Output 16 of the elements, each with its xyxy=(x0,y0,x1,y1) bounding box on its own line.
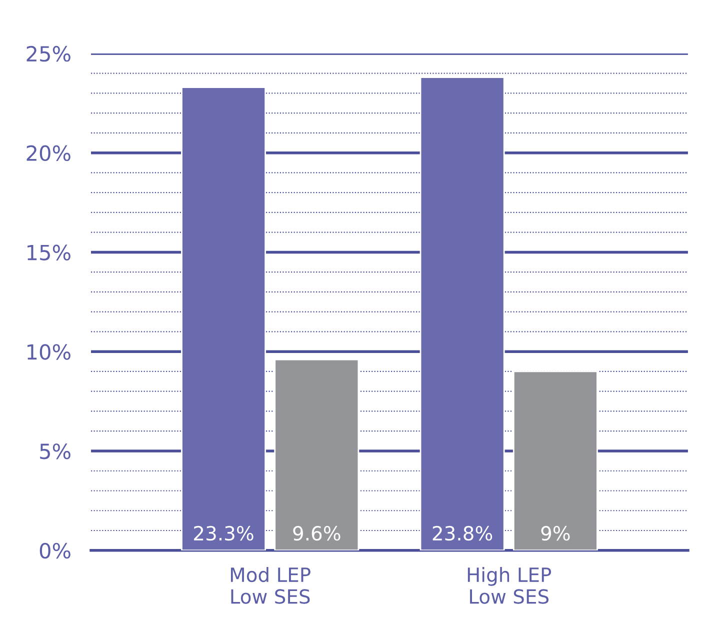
y-tick-label: 5% xyxy=(40,443,70,460)
bar xyxy=(181,86,266,550)
data-label: 9% xyxy=(541,526,570,541)
y-tick-label: 15% xyxy=(28,244,70,260)
y-tick-label: 25% xyxy=(26,46,70,62)
data-label: 9.6% xyxy=(293,526,340,541)
bar xyxy=(420,76,505,550)
y-tick-label: 20% xyxy=(26,145,70,162)
x-tick-label: Mod LEP Low SES xyxy=(230,567,310,604)
y-tick-label: 10% xyxy=(28,344,70,360)
bar xyxy=(512,370,598,550)
x-tick-label: High LEP Low SES xyxy=(468,567,552,604)
y-tick-label: 0% xyxy=(40,542,70,559)
data-label: 23.8% xyxy=(432,526,492,541)
bar xyxy=(274,358,360,550)
data-label: 23.3% xyxy=(194,526,254,541)
